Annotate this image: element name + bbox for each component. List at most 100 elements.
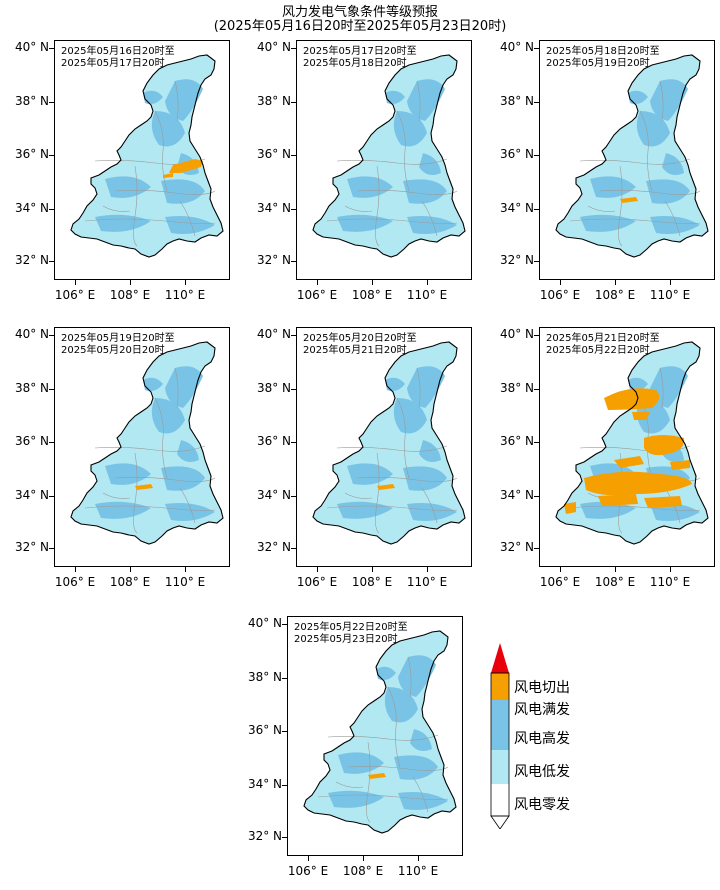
full-output-area bbox=[620, 197, 638, 203]
y-tick bbox=[534, 102, 539, 103]
map-frame: 2025年05月16日20时至 2025年05月17日20时 bbox=[54, 40, 230, 280]
y-tick bbox=[49, 209, 54, 210]
y-tick-label: 38° N bbox=[14, 381, 49, 395]
high-output-area bbox=[398, 655, 436, 697]
x-tick bbox=[317, 567, 318, 572]
high-output-area bbox=[407, 216, 457, 234]
high-output-area bbox=[347, 463, 393, 485]
panel-date-end: 2025年05月23日20时 bbox=[294, 634, 398, 645]
full-output-zones bbox=[620, 197, 638, 203]
high-output-area bbox=[407, 503, 457, 521]
map-frame: 2025年05月20日20时至 2025年05月21日20时 bbox=[296, 327, 472, 567]
county-borders bbox=[326, 80, 458, 247]
full-output-area bbox=[598, 494, 638, 506]
x-tick bbox=[372, 280, 373, 285]
panel-date-range: 2025年05月17日20时至 2025年05月18日20时 bbox=[303, 46, 417, 70]
y-tick-label: 36° N bbox=[256, 434, 291, 448]
panel-date-start: 2025年05月19日20时至 bbox=[61, 333, 175, 344]
high-output-area bbox=[151, 398, 185, 434]
y-tick bbox=[291, 48, 296, 49]
x-tick bbox=[560, 280, 561, 285]
province-outline bbox=[70, 54, 224, 258]
y-tick bbox=[534, 389, 539, 390]
x-tick-label: 108° E bbox=[342, 864, 384, 878]
high-output-area bbox=[650, 503, 700, 521]
high-output-zones bbox=[328, 655, 448, 810]
x-tick-label: 106° E bbox=[539, 575, 581, 589]
map-frame: 2025年05月17日20时至 2025年05月18日20时 bbox=[296, 40, 472, 280]
panel-date-start: 2025年05月17日20时至 bbox=[303, 46, 417, 57]
high-output-area bbox=[161, 179, 205, 204]
x-tick bbox=[308, 856, 309, 861]
y-tick-label: 36° N bbox=[14, 434, 49, 448]
y-tick bbox=[291, 548, 296, 549]
y-tick-label: 40° N bbox=[256, 40, 291, 54]
panel-date-start: 2025年05月16日20时至 bbox=[61, 46, 175, 57]
y-tick bbox=[49, 155, 54, 156]
full-output-area bbox=[644, 435, 685, 456]
y-tick bbox=[534, 335, 539, 336]
high-output-area bbox=[398, 792, 448, 810]
high-output-area bbox=[338, 752, 384, 774]
y-tick bbox=[291, 155, 296, 156]
panel-date-range: 2025年05月19日20时至 2025年05月20日20时 bbox=[61, 333, 175, 357]
y-tick bbox=[282, 837, 287, 838]
x-tick-label: 108° E bbox=[594, 575, 636, 589]
full-output-area bbox=[169, 159, 203, 173]
y-tick bbox=[291, 442, 296, 443]
map-frame: 2025年05月22日20时至 2025年05月23日20时 bbox=[287, 616, 463, 856]
x-tick bbox=[185, 280, 186, 285]
y-tick-label: 38° N bbox=[247, 670, 282, 684]
county-borders bbox=[569, 80, 701, 247]
x-tick bbox=[418, 856, 419, 861]
high-output-area bbox=[407, 366, 445, 408]
legend-swatch-high bbox=[491, 700, 509, 750]
high-output-area bbox=[419, 153, 441, 175]
figure-title: 风力发电气象条件等级预报 bbox=[281, 5, 438, 20]
full-output-area bbox=[614, 456, 644, 468]
full-output-area bbox=[368, 773, 386, 779]
full-output-area bbox=[584, 471, 692, 496]
map-frame: 2025年05月18日20时至 2025年05月19日20时 bbox=[539, 40, 715, 280]
x-tick bbox=[670, 567, 671, 572]
full-output-area bbox=[564, 502, 576, 514]
figure-subtitle: (2025年05月16日20时至2025年05月23日20时) bbox=[213, 19, 507, 34]
forecast-panel-6: 2025年05月21日20时至 2025年05月22日20时 bbox=[539, 327, 715, 567]
x-tick bbox=[615, 280, 616, 285]
high-output-zones bbox=[95, 366, 215, 521]
legend-swatch-zero bbox=[491, 784, 509, 816]
province-outline bbox=[70, 341, 224, 545]
full-output-zones bbox=[368, 773, 386, 779]
y-tick bbox=[49, 548, 54, 549]
y-tick-label: 38° N bbox=[256, 381, 291, 395]
x-tick bbox=[615, 567, 616, 572]
panel-date-end: 2025年05月17日20时 bbox=[61, 58, 165, 69]
forecast-panel-1: 2025年05月16日20时至 2025年05月17日20时 bbox=[54, 40, 230, 280]
full-output-area bbox=[644, 496, 682, 508]
x-tick bbox=[427, 280, 428, 285]
y-tick bbox=[282, 731, 287, 732]
y-tick bbox=[49, 102, 54, 103]
panel-date-start: 2025年05月21日20时至 bbox=[546, 333, 660, 344]
full-output-area bbox=[604, 388, 660, 410]
panel-date-range: 2025年05月16日20时至 2025年05月17日20时 bbox=[61, 46, 175, 70]
map-svg bbox=[555, 341, 709, 545]
forecast-panel-3: 2025年05月18日20时至 2025年05月19日20时 bbox=[539, 40, 715, 280]
x-tick-label: 108° E bbox=[351, 288, 393, 302]
high-output-area bbox=[650, 216, 700, 234]
legend-arrow-bottom bbox=[490, 815, 510, 829]
y-tick-label: 40° N bbox=[14, 327, 49, 341]
y-tick-label: 36° N bbox=[14, 147, 49, 161]
y-tick-label: 34° N bbox=[247, 777, 282, 791]
y-tick bbox=[291, 496, 296, 497]
high-output-area bbox=[165, 216, 215, 234]
high-output-area bbox=[177, 440, 199, 462]
legend-label-full: 风电满发 bbox=[514, 702, 570, 718]
y-tick bbox=[534, 48, 539, 49]
y-tick bbox=[291, 261, 296, 262]
x-tick bbox=[363, 856, 364, 861]
panel-date-start: 2025年05月18日20时至 bbox=[546, 46, 660, 57]
y-tick bbox=[534, 209, 539, 210]
high-output-area bbox=[165, 366, 203, 408]
forecast-panel-7: 2025年05月22日20时至 2025年05月23日20时 bbox=[287, 616, 463, 856]
